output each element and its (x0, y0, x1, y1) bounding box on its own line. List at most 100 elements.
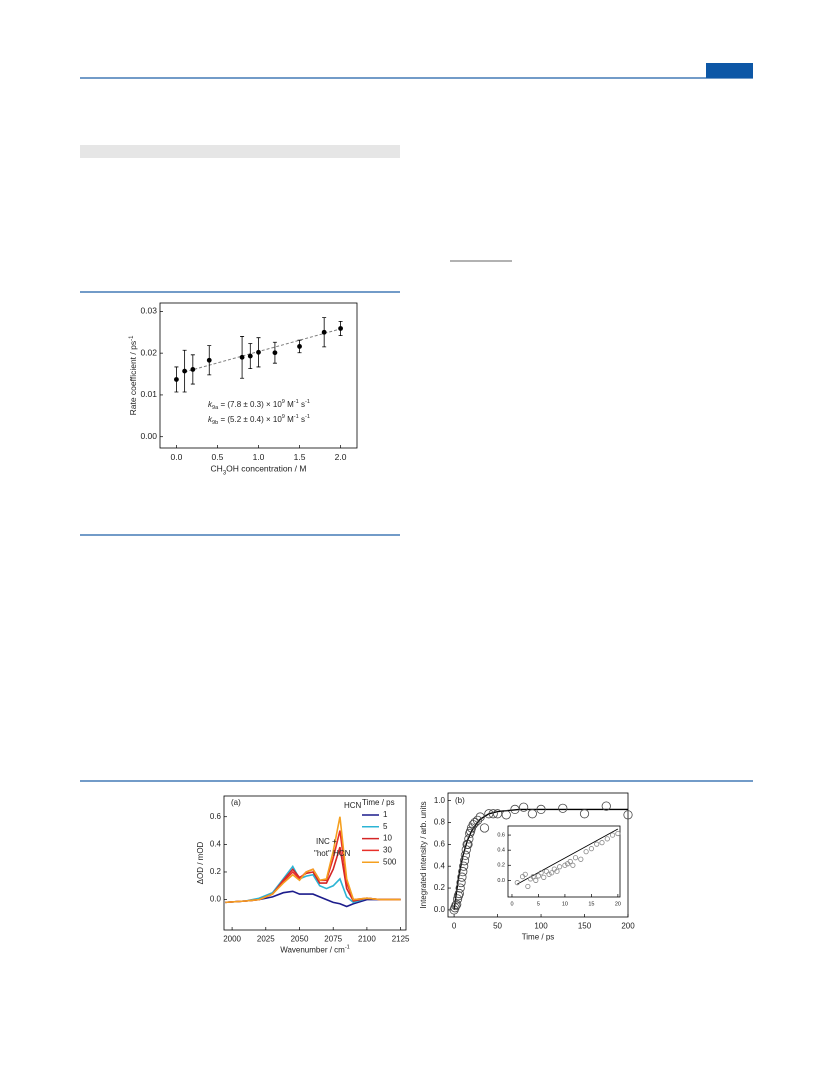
inset-fit-line (517, 828, 619, 885)
data-point (601, 801, 611, 811)
y-tick-label: 0.0 (497, 878, 505, 884)
y-axis-label: Integrated intensity / arb. units (419, 801, 428, 908)
data-point (454, 888, 464, 899)
data-point (338, 326, 343, 331)
text-part: Time / ps (522, 933, 555, 942)
x-tick-label: 1.5 (294, 452, 306, 462)
plot-frame (159, 302, 358, 449)
data-point (562, 862, 568, 868)
data-point (510, 804, 520, 814)
fit-line (453, 808, 628, 910)
data-point (321, 329, 327, 335)
y-tick-label: 0.0 (434, 905, 446, 914)
data-point (543, 868, 549, 874)
fit-line (184, 328, 341, 373)
x-tick-label: 2075 (324, 934, 342, 943)
data-point (583, 849, 589, 855)
data-point (479, 823, 490, 833)
data-point (247, 353, 253, 359)
data-point (599, 840, 605, 846)
data-point (457, 872, 467, 882)
data-point (536, 804, 546, 814)
data-point (455, 883, 465, 893)
data-point (594, 841, 600, 847)
y-axis-label: ΔOD / mOD (196, 841, 205, 884)
text-part: 9a (212, 405, 219, 411)
y-tick-label: 0.4 (210, 839, 222, 848)
data-point (449, 905, 459, 915)
text-part: -1 (305, 399, 310, 405)
data-point (239, 354, 245, 360)
data-point (190, 367, 196, 372)
data-point (535, 873, 542, 879)
text-part: Rate coefficient / ps (128, 341, 138, 416)
data-point (554, 868, 560, 874)
y-tick-label: 0.2 (210, 867, 222, 876)
text-part: 9b (212, 420, 218, 426)
text-part: s (299, 400, 305, 409)
text-part: 3 (223, 470, 227, 476)
data-point (464, 834, 474, 844)
annotation: INC + (316, 837, 337, 846)
text-part: = (7.8 ± 0.3) × 10 (218, 400, 282, 409)
data-point (461, 845, 471, 855)
x-tick-label: 1.0 (253, 452, 265, 462)
data-point (567, 858, 573, 865)
data-point (519, 802, 529, 812)
text-part: 9 (282, 399, 285, 405)
data-point (466, 826, 476, 836)
text-part: -1 (305, 414, 310, 420)
data-point (541, 874, 547, 880)
y-tick-label: 0.6 (210, 812, 222, 821)
text-part: ΔOD / mOD (196, 841, 205, 884)
data-point (453, 891, 464, 901)
data-point (470, 817, 480, 828)
data-point (527, 809, 537, 819)
legend-title: Time / ps (362, 798, 395, 807)
data-point (174, 377, 179, 382)
text-part: 9 (282, 414, 285, 420)
data-point (182, 368, 188, 374)
legend-label: 30 (383, 846, 392, 855)
data-point (456, 877, 466, 888)
x-tick-label: 50 (493, 921, 502, 930)
x-tick-label: 5 (537, 901, 540, 907)
x-tick-label: 0.5 (212, 452, 224, 462)
y-tick-label: 0.6 (497, 833, 505, 839)
y-tick-label: 0.2 (497, 863, 505, 869)
text-part: k (208, 400, 213, 409)
annotation: (a) (231, 798, 241, 807)
x-tick-label: 0 (510, 901, 513, 907)
data-point (522, 871, 528, 877)
data-point (206, 357, 212, 363)
y-tick-label: 0.4 (497, 848, 505, 854)
x-axis-label: CH3OH concentration / M (211, 464, 307, 476)
data-point (549, 870, 555, 876)
data-point (530, 874, 536, 880)
spectrum-line (225, 830, 401, 904)
y-tick-label: 0.03 (140, 306, 157, 316)
data-point (572, 855, 579, 861)
data-point (588, 846, 595, 852)
spectrum-line (225, 890, 401, 908)
data-point (452, 899, 462, 910)
text-part: CH (211, 464, 223, 474)
data-point (463, 839, 473, 849)
data-point (570, 862, 576, 868)
x-tick-label: 20 (615, 901, 621, 907)
text-part: -1 (129, 335, 135, 341)
annotation: k9a = (7.8 ± 0.3) × 109 M-1 s-1 (208, 399, 310, 411)
data-point (501, 810, 511, 820)
x-tick-label: 150 (578, 921, 592, 930)
data-point (578, 856, 584, 862)
x-tick-label: 2100 (358, 934, 376, 943)
data-point (538, 870, 544, 876)
data-point (557, 864, 563, 870)
data-point (579, 809, 590, 819)
annotation: (b) (455, 796, 465, 805)
data-point (525, 883, 531, 890)
x-tick-label: 200 (621, 921, 635, 930)
data-point (452, 894, 463, 904)
